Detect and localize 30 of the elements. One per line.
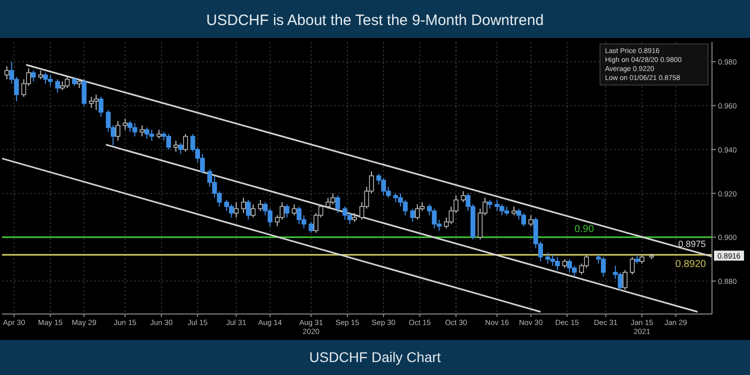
candlestick [410,208,415,222]
candlestick [116,120,120,142]
candlestick [173,140,178,152]
candlestick [98,96,104,118]
candlestick [30,70,36,82]
candlestick [460,190,466,203]
candlestick [284,204,290,218]
candlestick [122,118,128,130]
candlestick [292,204,297,216]
candlestick [178,142,184,154]
candlestick [250,204,256,218]
candlestick [335,195,340,214]
candlestick [630,256,635,276]
candlestick [308,221,314,234]
candlestick [258,199,263,212]
candlestick [82,78,87,106]
candlestick [140,124,144,137]
ref-line-label: 0.90 [574,224,594,236]
candlestick [234,202,239,218]
text: USDCHF Daily Chart [309,349,441,365]
series-label: 0.8975 [678,238,706,249]
candlestick [622,270,628,290]
candlestick [528,214,534,227]
candlestick [4,66,10,80]
candlestick [241,197,246,214]
ref-line-label: 0.8920 [675,258,706,270]
candlestick [55,78,60,93]
candlestick [246,199,251,220]
chart-title: USDCHF is About the Test the 9-Month Downtrend [206,12,544,29]
candlestick [183,134,188,152]
